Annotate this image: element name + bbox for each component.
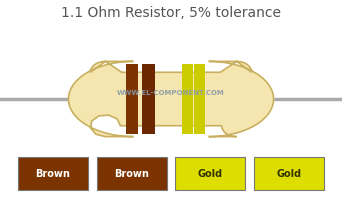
Text: Brown: Brown [114,169,149,179]
Text: Gold: Gold [276,169,302,179]
Bar [194,64,205,134]
Bar [96,157,167,190]
Bar [254,157,324,190]
Polygon shape [68,61,274,137]
Text: 1.1 Ohm Resistor, 5% tolerance: 1.1 Ohm Resistor, 5% tolerance [61,6,281,20]
Bar [175,157,245,190]
Text: Gold: Gold [198,169,223,179]
Text: Brown: Brown [36,169,70,179]
Text: WWW.EL-COMPONENT.COM: WWW.EL-COMPONENT.COM [117,90,225,96]
Bar [182,64,193,134]
Bar [127,64,137,134]
Bar [142,64,155,134]
Bar [18,157,88,190]
